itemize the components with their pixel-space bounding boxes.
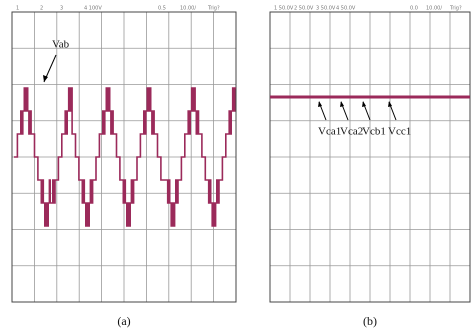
trace-label: Vab	[52, 39, 70, 51]
scope-header: Trig?	[449, 6, 462, 12]
scope-header: 0.0	[410, 6, 418, 12]
caption: (a)	[117, 314, 130, 328]
trace-label: Vcc1	[388, 126, 411, 138]
scope-header: 1	[16, 6, 19, 12]
trace-label: Vcb1	[362, 126, 386, 138]
scope-header: 1 50.0V	[274, 6, 294, 12]
figure: 1 2 3 4 100V 0.5 10.00/Trig? (a) Vab 1 50.0V2 5…	[0, 0, 472, 331]
trace-label: Vca2	[340, 126, 363, 138]
scope-header: 2 50.0V	[294, 6, 314, 12]
trace-label: Vca1	[318, 126, 341, 138]
scope-header: 2	[40, 6, 43, 12]
scope-header: Trig?	[207, 6, 220, 12]
scope-header: 0.5	[158, 6, 166, 12]
scope-header: 3 50.0V	[316, 6, 336, 12]
scope-header: 10.00/	[180, 6, 196, 12]
scope-header: 4 50.0V	[336, 6, 356, 12]
caption: (b)	[363, 314, 377, 328]
scope-header: 4 100V	[84, 6, 102, 12]
scope-header: 10.00/	[426, 6, 442, 12]
scope-header: 3	[60, 6, 63, 12]
